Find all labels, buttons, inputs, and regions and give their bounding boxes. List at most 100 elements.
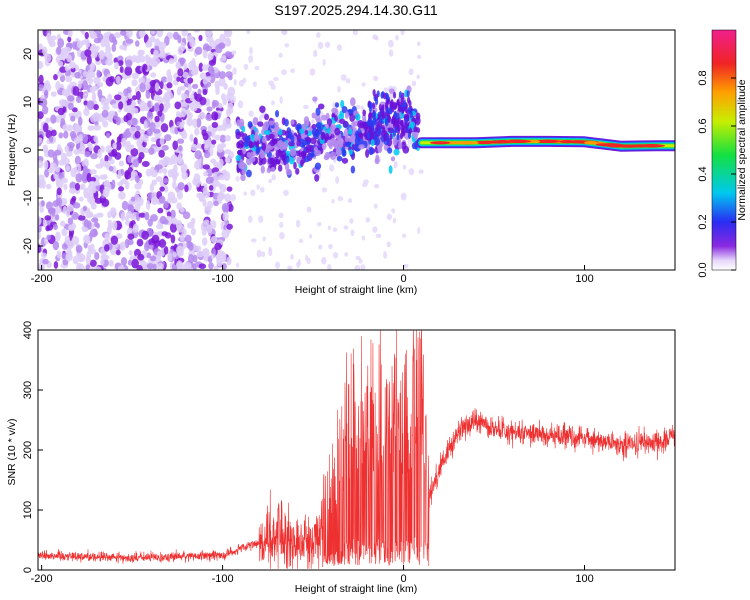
spectrogram-cell (296, 261, 301, 269)
spectrogram-cell (268, 178, 273, 184)
spectrogram-cell (193, 30, 201, 33)
spectrogram-cell (111, 211, 116, 219)
spectrogram-cell (53, 149, 62, 156)
spectrogram-cell (368, 146, 374, 156)
spectrogram-cell (55, 231, 61, 242)
spectrogram-cell (44, 215, 52, 221)
x-tick-label: -100 (212, 273, 234, 285)
spectrogram-cell (105, 181, 112, 192)
spectrogram-cell (150, 214, 158, 222)
spectrogram-cell (76, 40, 84, 49)
spectrogram-cell (79, 196, 84, 202)
x-tick-label: 100 (575, 573, 593, 585)
spectrogram-cell (162, 168, 168, 174)
spectrogram-cell (74, 71, 81, 79)
spectrogram-cell (402, 129, 406, 137)
spectrogram-cell (84, 31, 89, 40)
spectrogram-cell (417, 226, 421, 235)
spectrogram-cell (43, 160, 49, 170)
spectrogram-cell (190, 69, 198, 76)
spectrogram-cell (190, 227, 196, 236)
spectrogram-cell (327, 225, 331, 231)
spectrogram-cell (380, 91, 384, 99)
spectrogram-cell (124, 171, 132, 180)
spectrogram-cell (53, 74, 58, 81)
spectrogram-cell (77, 116, 83, 126)
spectrogram-cell (223, 171, 231, 181)
spectrogram-cell (246, 152, 252, 158)
spectrogram-cell (280, 150, 287, 159)
spectrogram-cell (47, 208, 53, 214)
spectrogram-cell (45, 117, 51, 124)
spectrogram-cell (82, 80, 89, 91)
spectrogram-cell (142, 63, 148, 71)
spectrogram-cell (83, 192, 90, 199)
spectrogram-cell (124, 66, 133, 76)
spectrogram-cell (61, 88, 68, 97)
spectrogram-cell (77, 163, 82, 174)
spectrogram-cell (392, 217, 397, 224)
spectrogram-cell (56, 197, 63, 206)
spectrogram-cell (181, 30, 188, 37)
spectrogram-cell (71, 107, 78, 113)
spectrogram-cell (105, 132, 111, 139)
spectrogram-cell (170, 197, 178, 204)
spectrogram-cell (93, 124, 101, 131)
spectrogram-cell (177, 182, 185, 191)
spectrogram-cell (189, 133, 194, 143)
spectrogram-cell (162, 219, 169, 225)
spectrogram-cell (409, 111, 413, 119)
ridge-core (454, 141, 469, 145)
spectrogram-cell (348, 128, 353, 135)
spectrogram-cell (226, 38, 232, 47)
spectrogram-cell (191, 83, 199, 90)
spectrogram-cell (183, 62, 188, 70)
spectrogram-cell (303, 104, 309, 110)
spectrogram-cell (210, 220, 217, 229)
spectrogram-cell (57, 38, 65, 49)
spectrogram-cell (274, 110, 280, 118)
spectrogram-cell (202, 78, 208, 85)
spectrogram-cell (115, 249, 121, 256)
spectrogram-cell (155, 176, 163, 183)
spectrogram-cell (245, 169, 252, 178)
spectrogram-cell (193, 137, 198, 146)
spectrogram-cell (150, 30, 156, 35)
spectrogram-cell (42, 258, 49, 265)
spectrogram-cell (315, 122, 322, 128)
spectrogram-cell (328, 142, 333, 150)
spectrogram-cell (383, 251, 388, 259)
spectrogram-cell (115, 75, 121, 85)
spectrogram-cell (315, 107, 321, 116)
spectrogram-cell (50, 91, 57, 97)
spectrogram-cell (190, 104, 198, 112)
spectrogram-cell (311, 123, 317, 130)
spectrogram-cell (113, 94, 122, 101)
spectrogram-cell (44, 168, 50, 178)
spectrogram-cell (355, 104, 361, 110)
spectrogram-cell (131, 79, 138, 87)
spectrogram-cell (175, 61, 181, 70)
spectrogram-cell (105, 145, 112, 153)
snr-x-axis-label: Height of straight line (km) (295, 583, 418, 595)
spectrogram-cell (360, 105, 365, 112)
spectrogram-cell (300, 150, 307, 158)
spectrogram-cell (194, 46, 203, 55)
spectrogram-cell (117, 169, 122, 180)
spectrogram-cell (40, 98, 48, 108)
spectrogram-cell (128, 250, 133, 256)
ridge-core (616, 144, 643, 148)
spectrogram-cell (186, 112, 193, 119)
spectrogram-cell (396, 112, 400, 120)
spectrogram-cell (321, 256, 327, 265)
spectrogram-cell (199, 96, 207, 106)
spectrogram-cell (350, 165, 356, 174)
spectrogram-cell (57, 60, 64, 67)
spectrogram-cell (268, 133, 275, 139)
spectrogram-cell (198, 34, 203, 42)
spectrogram-cell (298, 238, 304, 244)
spectrogram-cell (91, 92, 97, 102)
spectrogram-cell (388, 88, 395, 94)
spectrogram-cell (202, 132, 209, 141)
spectrogram-cell (95, 163, 104, 169)
